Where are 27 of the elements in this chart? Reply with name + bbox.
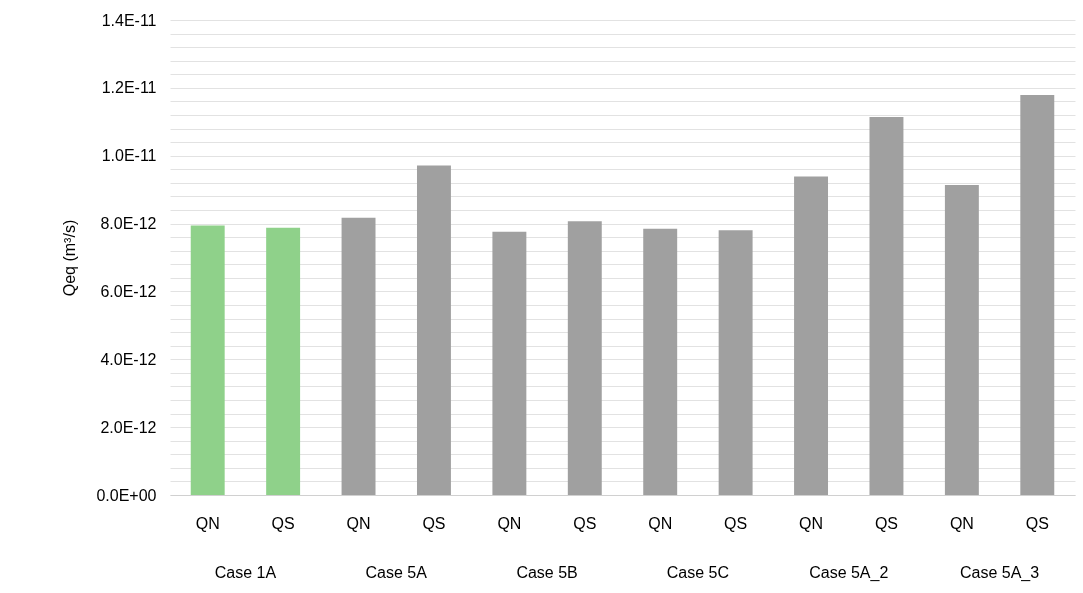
x-tick-label: QN — [497, 514, 522, 532]
text: Case 5B — [516, 564, 578, 581]
y-tick-label: 6.0E-12 — [100, 282, 157, 300]
x-tick-label: QN — [346, 514, 371, 532]
y-axis-title: Qeq (m³/s) — [61, 219, 79, 297]
x-tick-label: QS — [271, 514, 295, 532]
x-tick-label: QN — [799, 514, 824, 532]
text: Case 5C — [666, 564, 730, 581]
x-tick-label: QN — [949, 514, 974, 532]
x-tick-label: QN — [648, 514, 673, 532]
x-tick-label: QS — [573, 514, 597, 532]
text: Case 5A — [365, 564, 428, 581]
text: Case 5A_2 — [809, 564, 889, 582]
x-tick-label: QN — [195, 514, 220, 532]
y-tick-label: 4.0E-12 — [100, 350, 157, 368]
x-tick-label: QS — [874, 514, 899, 532]
x-tick-label: QS — [724, 514, 748, 532]
y-tick-label: 1.0E-11 — [101, 147, 157, 165]
x-tick-label: QS — [1025, 514, 1049, 532]
x-tick-label: QS — [422, 514, 446, 532]
y-tick-label: 8.0E-12 — [100, 215, 157, 233]
text: Case 1A — [214, 564, 277, 581]
y-tick-label: 2.0E-12 — [100, 418, 157, 436]
y-tick-label: 1.2E-11 — [101, 79, 157, 97]
text: Case 5A_3 — [960, 564, 1040, 582]
y-tick-label: 0.0E+00 — [96, 486, 157, 504]
y-tick-label: 1.4E-11 — [101, 11, 157, 29]
